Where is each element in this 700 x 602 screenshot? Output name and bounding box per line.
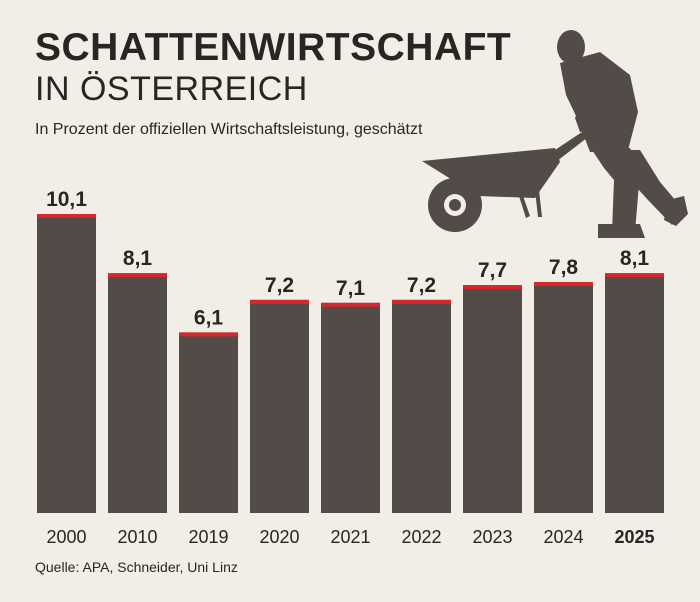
value-label-2024: 7,8	[549, 256, 579, 279]
bar-accent-2023	[463, 285, 522, 290]
bar-accent-2021	[321, 302, 380, 307]
bar-2021	[321, 302, 380, 513]
bar-accent-2024	[534, 282, 593, 287]
value-label-2025: 8,1	[620, 247, 650, 270]
value-label-2023: 7,7	[478, 259, 507, 282]
value-label-2022: 7,2	[407, 274, 436, 297]
x-tick-2022: 2022	[401, 527, 441, 547]
value-label-2019: 6,1	[194, 306, 224, 329]
x-tick-2020: 2020	[259, 527, 299, 547]
x-tick-2010: 2010	[117, 527, 157, 547]
chart-caption: In Prozent der offiziellen Wirtschaftsle…	[35, 121, 423, 138]
bar-accent-2019	[179, 332, 238, 337]
bar-2010	[108, 273, 167, 513]
x-tick-2023: 2023	[472, 527, 512, 547]
bar-2025	[605, 273, 664, 513]
value-label-2000: 10,1	[46, 188, 87, 211]
page-title: SCHATTENWIRTSCHAFT	[35, 26, 512, 69]
bar-2022	[392, 299, 451, 513]
value-label-2020: 7,2	[265, 274, 294, 297]
value-label-2010: 8,1	[123, 247, 153, 270]
x-tick-2021: 2021	[330, 527, 370, 547]
bar-accent-2025	[605, 273, 664, 278]
x-tick-2019: 2019	[188, 527, 228, 547]
value-label-2021: 7,1	[336, 277, 366, 300]
bar-2000	[37, 214, 96, 513]
page-subtitle: IN ÖSTERREICH	[35, 70, 308, 108]
bar-2020	[250, 299, 309, 513]
source-note: Quelle: APA, Schneider, Uni Linz	[35, 559, 238, 575]
x-tick-2025: 2025	[614, 527, 654, 547]
bar-accent-2022	[392, 299, 451, 304]
bar-2024	[534, 282, 593, 513]
bar-accent-2010	[108, 273, 167, 278]
x-tick-2000: 2000	[46, 527, 86, 547]
bar-accent-2000	[37, 214, 96, 218]
bar-2019	[179, 332, 238, 513]
bar-accent-2020	[250, 299, 309, 304]
x-tick-2024: 2024	[543, 527, 583, 547]
bar-2023	[463, 285, 522, 513]
